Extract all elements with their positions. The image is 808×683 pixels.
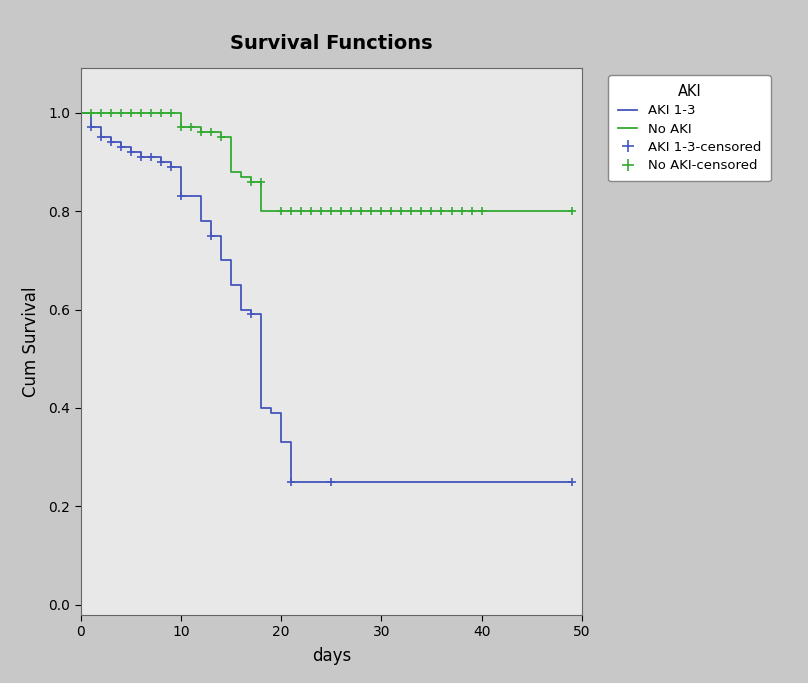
- Y-axis label: Cum Survival: Cum Survival: [22, 286, 40, 397]
- Text: Survival Functions: Survival Functions: [230, 34, 432, 53]
- Legend: AKI 1-3, No AKI, AKI 1-3-censored, No AKI-censored: AKI 1-3, No AKI, AKI 1-3-censored, No AK…: [608, 75, 771, 182]
- X-axis label: days: days: [312, 647, 351, 665]
